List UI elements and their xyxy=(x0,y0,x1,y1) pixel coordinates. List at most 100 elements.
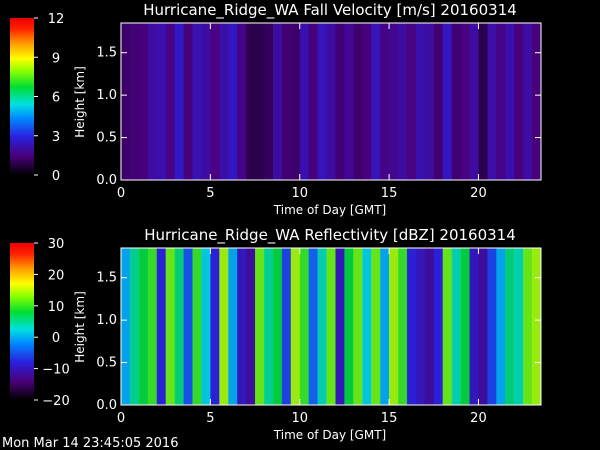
heatmap-column xyxy=(147,23,158,180)
heatmap-column xyxy=(246,23,256,180)
heatmap-column xyxy=(272,23,283,180)
heatmap-column xyxy=(255,248,265,405)
x-tick-label: 5 xyxy=(206,411,214,426)
heatmap-column xyxy=(460,23,471,180)
heatmap-column xyxy=(398,248,408,405)
colorbar-2-ticks: −20 −10 0 10 20 30 xyxy=(34,237,70,409)
heatmap-column xyxy=(505,248,515,405)
heatmap-column xyxy=(478,23,488,180)
heatmap-column xyxy=(380,248,390,405)
heatmap-column xyxy=(398,23,408,180)
heatmap-column xyxy=(237,23,247,180)
heatmap-1-columns xyxy=(121,23,541,180)
x-tick-label: 15 xyxy=(381,411,398,426)
heatmap-column xyxy=(174,248,185,405)
heatmap-column xyxy=(514,248,524,405)
x-tick-label: 20 xyxy=(470,186,487,201)
heatmap-column xyxy=(344,23,354,180)
heatmap-column xyxy=(228,23,238,180)
heatmap-column xyxy=(406,248,417,405)
heatmap-column xyxy=(442,248,453,405)
heatmap-column xyxy=(389,248,399,405)
heatmap-column xyxy=(237,248,247,405)
colorbar-1 xyxy=(10,18,34,175)
colorbar-tick-label: −10 xyxy=(42,363,69,378)
heatmap-column xyxy=(505,23,515,180)
heatmap-column xyxy=(308,248,319,405)
heatmap-column xyxy=(228,248,238,405)
heatmap-column xyxy=(523,248,533,405)
heatmap-column xyxy=(129,23,140,180)
heatmap-column xyxy=(201,23,211,180)
heatmap-column xyxy=(487,23,497,180)
heatmap-column xyxy=(424,23,435,180)
heatmap-column xyxy=(326,248,337,405)
heatmap-column xyxy=(487,248,497,405)
heatmap-column xyxy=(299,23,310,180)
y-tick-label: 0.5 xyxy=(96,131,117,146)
heatmap-column xyxy=(451,248,462,405)
heatmap-column xyxy=(317,23,328,180)
heatmap-column xyxy=(532,248,541,405)
y-tick-label: 1.5 xyxy=(96,46,117,61)
heatmap-column xyxy=(442,23,453,180)
colorbar-2 xyxy=(10,243,34,400)
heatmap-column xyxy=(263,23,274,180)
heatmap-column xyxy=(219,23,229,180)
y-tick-label: 1.5 xyxy=(96,271,117,286)
chart-1-title: Hurricane_Ridge_WA Fall Velocity [m/s] 2… xyxy=(143,1,517,20)
chart-1-ylabel: Height [km] xyxy=(73,66,87,137)
heatmap-column xyxy=(201,248,211,405)
heatmap-column xyxy=(308,23,319,180)
x-tick-label: 0 xyxy=(117,411,125,426)
heatmap-column xyxy=(371,23,381,180)
y-tick-label: 0.0 xyxy=(96,398,117,413)
colorbar-tick-label: 0 xyxy=(52,331,60,346)
heatmap-column xyxy=(219,248,229,405)
heatmap-column xyxy=(344,248,354,405)
y-tick-label: 1.0 xyxy=(96,88,117,103)
heatmap-column xyxy=(281,23,292,180)
heatmap-column xyxy=(362,248,372,405)
y-tick-label: 0.0 xyxy=(96,173,117,188)
heatmap-column xyxy=(469,248,480,405)
plot-2-axes: 0 5 10 15 20 0.0 0.5 1.0 1.5 xyxy=(96,248,541,426)
colorbar-tick-label: 3 xyxy=(52,130,60,145)
heatmap-column xyxy=(174,23,185,180)
heatmap-column xyxy=(138,23,149,180)
x-tick-label: 20 xyxy=(470,411,487,426)
heatmap-column xyxy=(272,248,283,405)
chart-1-xlabel: Time of Day [GMT] xyxy=(273,203,386,217)
heatmap-column xyxy=(290,248,301,405)
plot-2-frame xyxy=(120,247,542,406)
heatmap-column xyxy=(156,248,167,405)
heatmap-column xyxy=(469,23,480,180)
heatmap-column xyxy=(138,248,149,405)
heatmap-column xyxy=(415,23,426,180)
chart-panel-2: −20 −10 0 10 20 30 0 5 10 15 20 0.0 0.5 1.0 1.5 Hurri… xyxy=(10,226,542,442)
heatmap-column xyxy=(514,23,524,180)
heatmap-column xyxy=(317,248,328,405)
colorbar-tick-label: 20 xyxy=(48,268,65,283)
heatmap-column xyxy=(263,248,274,405)
heatmap-column xyxy=(415,248,426,405)
colorbar-tick-label: 12 xyxy=(48,12,65,27)
heatmap-column xyxy=(523,23,533,180)
footer-timestamp: Mon Mar 14 23:45:05 2016 xyxy=(2,436,178,450)
heatmap-column xyxy=(165,23,176,180)
chart-2-ylabel: Height [km] xyxy=(73,291,87,362)
heatmap-column xyxy=(210,23,220,180)
colorbar-tick-label: 6 xyxy=(52,91,60,106)
colorbar-tick-label: −20 xyxy=(42,394,69,409)
heatmap-column xyxy=(389,23,399,180)
heatmap-column xyxy=(433,23,444,180)
heatmap-column xyxy=(496,248,506,405)
heatmap-column xyxy=(353,248,363,405)
chart-2-xlabel: Time of Day [GMT] xyxy=(273,428,386,442)
heatmap-column xyxy=(183,23,194,180)
heatmap-column xyxy=(210,248,220,405)
heatmap-column xyxy=(478,248,488,405)
heatmap-column xyxy=(335,248,346,405)
heatmap-column xyxy=(371,248,381,405)
